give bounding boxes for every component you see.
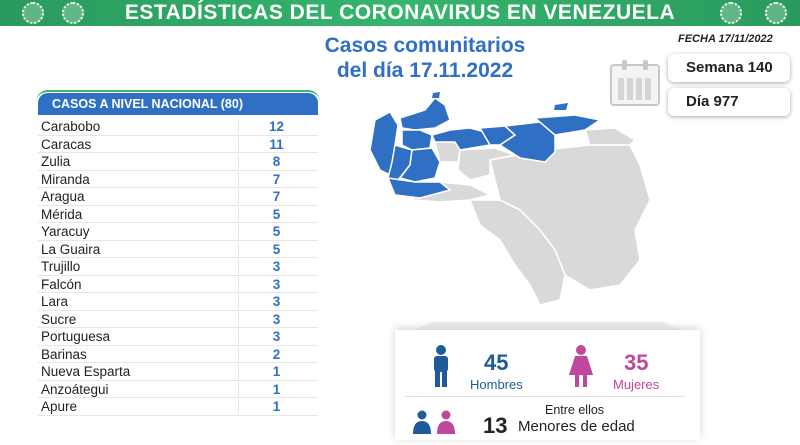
map-region-lara [401,129,433,151]
women-label: Mujeres [613,377,660,392]
table-row: Nueva Esparta 1 [38,363,318,381]
map-region-delta [583,127,637,146]
venezuela-map [369,92,651,306]
state-name: Nueva Esparta [41,364,131,379]
table-row: Trujillo 3 [38,258,318,276]
state-name: Miranda [41,171,90,187]
page-title: ESTADÍSTICAS DEL CORONAVIRUS EN VENEZUEL… [124,1,676,24]
table-row: Aragua 7 [38,188,318,206]
date-label: FECHA 17/11/2022 [678,33,773,45]
map-region-guarico [457,147,518,181]
day-badge: Día 977 [668,88,790,116]
table-row: Miranda 7 [38,171,318,188]
state-name: Trujillo [41,259,81,274]
case-count: 12 [238,119,314,134]
virus-icon [765,2,787,24]
case-count: 3 [238,294,314,309]
table-row: Caracas 11 [38,136,318,153]
minors-intro: Entre ellos [545,403,605,417]
case-count: 5 [238,224,314,239]
state-name: Caracas [41,136,92,152]
panel-divider [405,396,685,397]
table-row: Mérida 5 [38,206,318,223]
case-count: 5 [238,241,314,257]
map-region-falcon [399,96,451,131]
state-name: Portuguesa [41,329,111,344]
case-count: 7 [238,171,314,187]
table-row: Apure 1 [38,398,318,416]
state-name: Carabobo [41,119,101,134]
map-region-apure [386,177,452,199]
case-count: 1 [238,381,314,397]
map-region-sucre [533,114,602,136]
state-name: Falcón [41,276,82,292]
case-count: 2 [238,346,314,362]
man-icon [434,345,448,387]
table-header-border [36,90,320,117]
case-count: 7 [238,189,314,204]
table-row: Anzoátegui 1 [38,381,318,398]
map-region-portuguesa-barinas [398,147,441,183]
table-row: Portuguesa 3 [38,328,318,346]
state-name: Lara [41,294,69,309]
table-row: La Guaira 5 [38,241,318,258]
subtitle-line1: Casos comunitarios [324,34,526,57]
children-icon [413,410,455,434]
week-badge: Semana 140 [668,54,790,82]
table-row: Zulia 8 [38,153,318,171]
case-count: 3 [238,329,314,344]
virus-icon [720,2,742,24]
header-banner: ESTADÍSTICAS DEL CORONAVIRUS EN VENEZUEL… [0,0,800,26]
map-region-amazonas [468,199,566,306]
table-row: Yaracuy 5 [38,223,318,241]
map-region-north-islet [432,92,440,98]
women-count: 35 [624,350,649,375]
minors-label: Menores de edad [518,418,635,435]
case-count: 3 [238,276,314,292]
men-count: 45 [484,350,509,375]
state-name: Barinas [41,346,87,362]
state-name: Aragua [41,189,85,204]
cases-table: Carabobo 12 Caracas 11 Zulia 8 Miranda 7 Aragua 7… [38,118,318,416]
case-count: 11 [238,136,314,152]
map-region-nueva-esparta [554,103,568,110]
table-row: Carabobo 12 [38,118,318,136]
virus-icon [62,2,84,24]
table-header: CASOS A NIVEL NACIONAL (80) [38,93,318,115]
case-count: 8 [238,154,314,169]
woman-icon [569,345,593,387]
state-name: Yaracuy [41,224,90,239]
case-count: 3 [238,311,314,327]
state-name: Anzoátegui [41,381,109,397]
case-count: 1 [238,399,314,414]
virus-icon [22,2,44,24]
table-row: Falcón 3 [38,276,318,293]
calendar-icon [610,60,660,106]
table-row: Barinas 2 [38,346,318,363]
case-count: 1 [238,364,314,379]
case-count: 5 [238,206,314,222]
state-name: Sucre [41,311,77,327]
state-name: Apure [41,399,78,414]
subtitle-line2: del día 17.11.2022 [336,59,514,82]
state-name: Zulia [41,154,71,169]
table-row: Sucre 3 [38,311,318,328]
men-label: Hombres [470,377,523,392]
state-name: La Guaira [41,241,101,257]
minors-count: 13 [483,413,508,438]
case-count: 3 [238,259,314,274]
table-row: Lara 3 [38,293,318,311]
state-name: Mérida [41,206,83,222]
